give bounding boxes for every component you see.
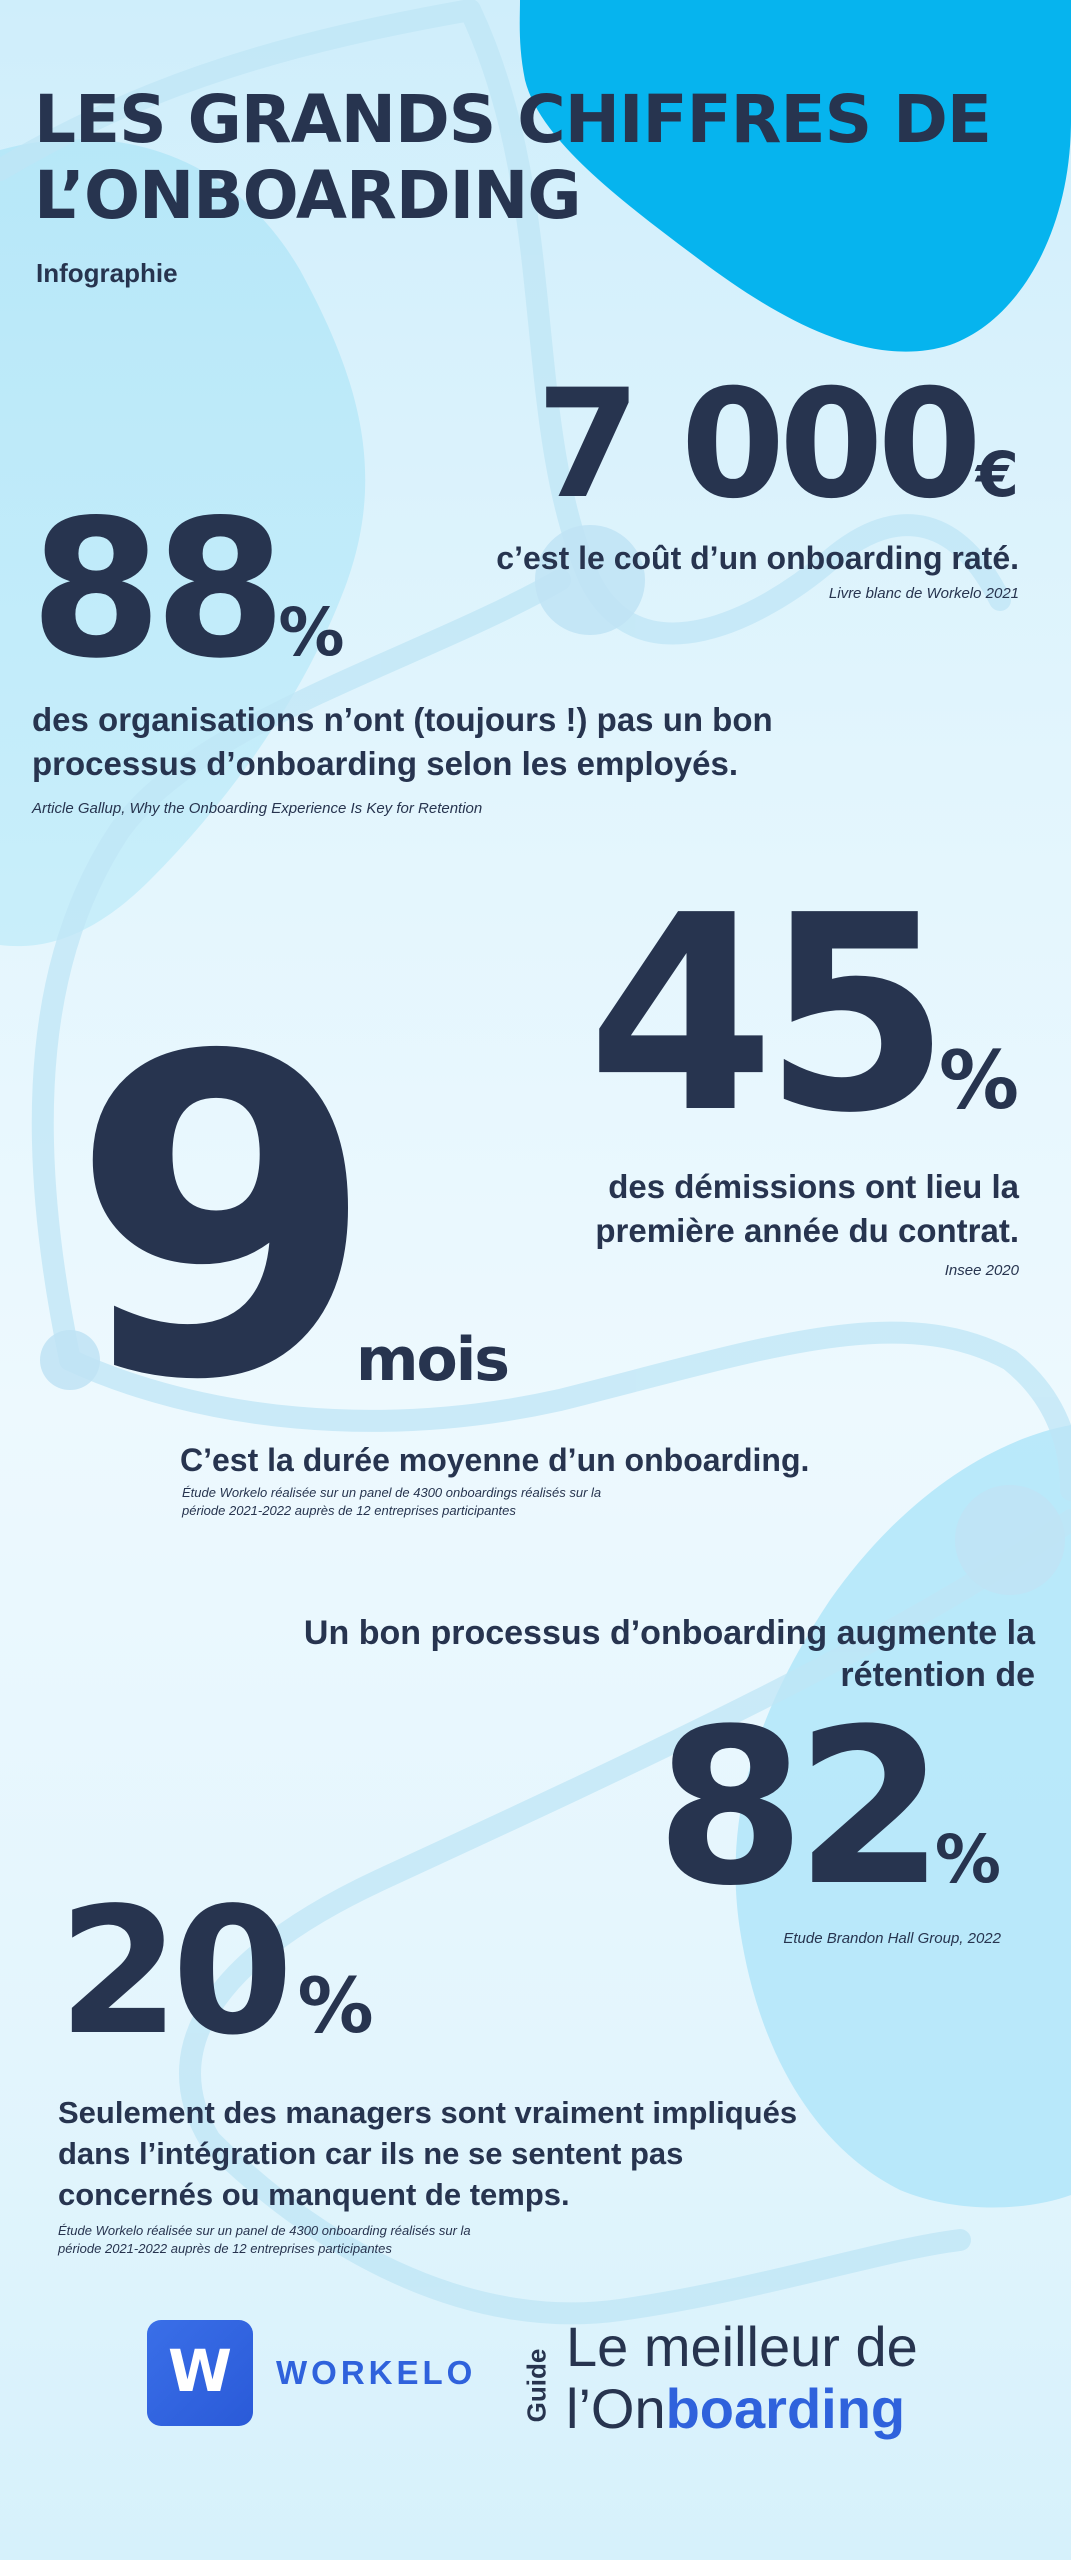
guide-title-line-1: Le meilleur de xyxy=(566,2315,918,2378)
stat-duration-text: C’est la durée moyenne d’un onboarding. xyxy=(180,1442,810,1478)
title-line-2: L’ONBOARDING xyxy=(34,157,582,234)
stat-organisations-figure: 88% xyxy=(30,495,345,685)
guide-title-prefix: l’On xyxy=(566,2377,666,2440)
stat-managers-text-line-3: concernés ou manquent de temps. xyxy=(58,2177,570,2212)
stat-cost-source: Livre blanc de Workelo 2021 xyxy=(828,585,1019,602)
guide-title-highlight: boarding xyxy=(665,2377,906,2440)
stat-managers-text-line-1: Seulement des managers sont vraiment imp… xyxy=(58,2095,798,2130)
stat-resignations-source: Insee 2020 xyxy=(944,1262,1019,1279)
stat-retention-unit: % xyxy=(934,1821,1001,1898)
stat-organisations-unit: % xyxy=(278,594,345,671)
stat-retention-source: Etude Brandon Hall Group, 2022 xyxy=(783,1930,1001,1947)
stat-retention-text-line-1: Un bon processus d’onboarding augmente l… xyxy=(303,1614,1035,1652)
stat-organisations-text-line-2: processus d’onboarding selon les employé… xyxy=(32,745,739,782)
stat-managers-source: Étude Workelo réalisée sur un panel de 4… xyxy=(58,2222,471,2258)
light-blob-right xyxy=(735,1425,1071,2208)
stat-cost-text: c’est le coût d’un onboarding raté. xyxy=(496,540,1019,576)
light-blob-left xyxy=(0,139,366,947)
stat-resignations-value: 45 xyxy=(587,857,951,1172)
stat-organisations-text: des organisations n’ont (toujours !) pas… xyxy=(32,698,773,786)
workelo-logo[interactable]: W xyxy=(147,2320,253,2426)
subtitle: Infographie xyxy=(36,258,178,288)
stat-managers-source-line-1: Étude Workelo réalisée sur un panel de 4… xyxy=(58,2223,471,2238)
stat-managers-source-line-2: période 2021-2022 auprès de 12 entrepris… xyxy=(58,2241,392,2256)
guide-label: Guide xyxy=(521,2348,552,2423)
stat-cost-figure: 7 000€ xyxy=(536,370,1019,520)
stat-resignations-figure: 45% xyxy=(587,880,1019,1150)
stat-managers-text-line-2: dans l’intégration car ils ne se sentent… xyxy=(58,2136,684,2171)
stat-organisations-value: 88 xyxy=(30,479,286,700)
title-line-1: LES GRANDS CHIFFRES DE xyxy=(34,81,992,158)
stat-duration-value: 9 xyxy=(70,964,376,1476)
stat-duration-source-line-2: période 2021-2022 auprès de 12 entrepris… xyxy=(182,1503,516,1518)
stat-retention-value: 82 xyxy=(655,1682,945,1933)
stat-resignations-text-line-2: première année du contrat. xyxy=(595,1212,1019,1249)
workelo-logo-letter: W xyxy=(168,2337,232,2405)
stat-cost-value: 7 000 xyxy=(536,358,982,532)
stat-resignations-text: des démissions ont lieu la première anné… xyxy=(595,1165,1019,1253)
stat-organisations-text-line-1: des organisations n’ont (toujours !) pas… xyxy=(32,701,773,738)
stat-managers-text: Seulement des managers sont vraiment imp… xyxy=(58,2092,797,2215)
stat-managers-figure: 20% xyxy=(58,1885,374,2060)
stat-retention-figure: 82% xyxy=(656,1700,1001,1915)
stat-organisations-source: Article Gallup, Why the Onboarding Exper… xyxy=(32,800,483,817)
stat-cost-unit: € xyxy=(975,438,1019,511)
guide-title: Le meilleur de l’Onboarding xyxy=(566,2316,918,2440)
stat-resignations-unit: % xyxy=(938,1034,1019,1127)
guide-label-container: Guide xyxy=(521,2322,558,2452)
stat-duration-source: Étude Workelo réalisée sur un panel de 4… xyxy=(182,1484,601,1520)
brand-name: WORKELO xyxy=(276,2354,477,2391)
page-title: LES GRANDS CHIFFRES DE L’ONBOARDING xyxy=(34,81,992,234)
stat-managers-value: 20 xyxy=(58,1871,294,2074)
cyan-blob-top xyxy=(519,0,1071,352)
stat-retention-text-line-2: rétention de xyxy=(840,1656,1035,1694)
stat-duration-unit: mois xyxy=(356,1325,510,1395)
stat-retention-text: Un bon processus d’onboarding augmente l… xyxy=(304,1612,1035,1696)
stat-managers-unit: % xyxy=(297,1961,374,2050)
stat-resignations-text-line-1: des démissions ont lieu la xyxy=(608,1168,1019,1205)
stat-duration-source-line-1: Étude Workelo réalisée sur un panel de 4… xyxy=(182,1485,602,1500)
